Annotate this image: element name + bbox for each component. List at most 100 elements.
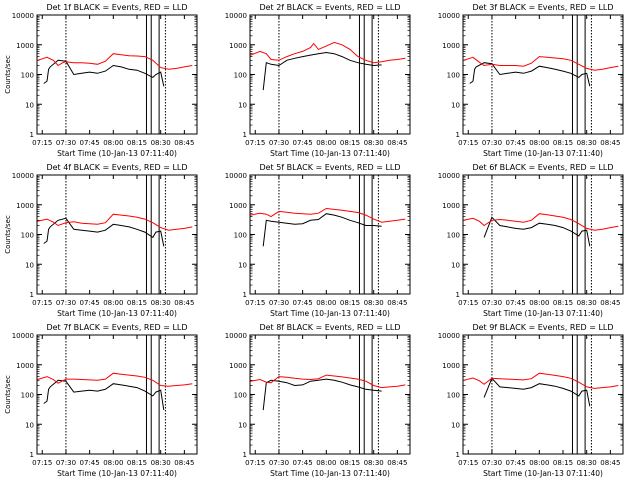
x-tick-label: 08:45 [387,459,407,467]
x-tick-label: 07:15 [245,139,265,147]
x-tick-label: 07:30 [482,299,502,307]
y-tick-label: 10000 [225,12,247,20]
x-tick-label: 08:00 [103,139,123,147]
y-tick-label: 100 [447,392,460,400]
x-tick-label: 07:30 [269,139,289,147]
x-axis-label: Start Time (10-Jan-13 07:11:40) [270,309,390,318]
x-tick-label: 08:45 [600,139,620,147]
y-tick-label: 100 [447,72,460,80]
plot-frame [462,14,624,135]
x-tick-label: 08:45 [387,139,407,147]
events-series-line [262,213,382,247]
x-tick-label: 07:15 [245,299,265,307]
y-tick-label: 1 [456,291,460,299]
x-tick-label: 07:15 [458,299,478,307]
y-tick-label: 10 [451,101,460,109]
lld-series-line [463,213,619,231]
lld-series-line [250,41,406,64]
x-axis-label: Start Time (10-Jan-13 07:11:40) [483,469,603,478]
y-tick-label: 1000 [229,42,247,50]
x-tick-label: 07:15 [245,459,265,467]
x-tick-label: 08:30 [577,459,597,467]
x-tick-label: 08:15 [340,299,360,307]
y-tick-label: 1 [456,131,460,139]
x-tick-label: 07:45 [293,139,313,147]
lld-series-line [463,372,619,389]
events-series-line [262,51,382,91]
y-tick-label: 1 [30,291,34,299]
x-tick-label: 08:15 [553,139,573,147]
panel-title: Det 7f BLACK = Events, RED = LLD [46,323,187,332]
events-series-line [43,217,165,247]
plot-frame [462,174,624,295]
lld-series-line [37,372,193,387]
y-axis-label: Counts/sec [4,215,12,254]
x-tick-label: 08:30 [577,139,597,147]
panel-title: Det 4f BLACK = Events, RED = LLD [46,163,187,172]
y-tick-label: 1000 [16,362,34,370]
x-tick-label: 08:00 [103,459,123,467]
panel-title: Det 6f BLACK = Events, RED = LLD [472,163,613,172]
y-tick-label: 1000 [229,202,247,210]
events-series-line [483,377,591,407]
y-tick-label: 10000 [12,332,34,340]
x-tick-label: 07:30 [56,139,76,147]
panel-9: Det 9f BLACK = Events, RED = LLD Start Ti… [438,323,624,478]
y-tick-label: 10 [238,421,247,429]
y-tick-label: 10000 [438,172,460,180]
x-tick-label: 08:15 [340,459,360,467]
x-axis-label: Start Time (10-Jan-13 07:11:40) [270,469,390,478]
x-axis-label: Start Time (10-Jan-13 07:11:40) [57,149,177,158]
y-tick-label: 1000 [442,362,460,370]
y-axis-label: Counts/sec [4,55,12,94]
y-tick-label: 1000 [16,202,34,210]
events-series-line [43,59,165,87]
x-tick-label: 08:30 [364,299,384,307]
x-tick-label: 08:45 [174,139,194,147]
lld-series-line [37,213,193,231]
y-tick-label: 10 [25,101,34,109]
x-tick-label: 07:30 [56,459,76,467]
x-axis-label: Start Time (10-Jan-13 07:11:40) [270,149,390,158]
x-tick-label: 07:45 [80,139,100,147]
x-tick-label: 08:30 [577,299,597,307]
y-tick-label: 1 [243,291,247,299]
x-tick-label: 08:45 [600,459,620,467]
x-tick-label: 08:00 [103,299,123,307]
panel-title: Det 3f BLACK = Events, RED = LLD [472,3,613,12]
y-tick-label: 10000 [438,332,460,340]
y-tick-label: 10 [238,101,247,109]
x-tick-label: 08:15 [127,139,147,147]
x-tick-label: 08:00 [529,459,549,467]
x-tick-label: 08:15 [127,299,147,307]
panel-7: Det 7f BLACK = Events, RED = LLD Start Ti… [4,323,198,478]
events-series-line [43,379,165,411]
x-axis-label: Start Time (10-Jan-13 07:11:40) [57,309,177,318]
y-tick-label: 10 [451,261,460,269]
x-tick-label: 08:30 [364,139,384,147]
panel-title: Det 9f BLACK = Events, RED = LLD [472,323,613,332]
x-tick-label: 07:45 [80,299,100,307]
lld-series-line [250,207,406,223]
x-tick-label: 08:00 [316,299,336,307]
x-tick-label: 08:15 [340,139,360,147]
y-axis-label: Counts/sec [4,375,12,414]
panel-title: Det 1f BLACK = Events, RED = LLD [46,3,187,12]
y-tick-label: 100 [234,232,247,240]
y-tick-label: 10000 [438,12,460,20]
y-tick-label: 1 [456,451,460,459]
x-tick-label: 08:15 [127,459,147,467]
panel-2: Det 2f BLACK = Events, RED = LLD Start Ti… [225,3,411,158]
events-series-line [262,378,382,411]
x-tick-label: 08:45 [174,299,194,307]
x-tick-label: 07:30 [482,459,502,467]
x-tick-label: 08:30 [364,459,384,467]
plot-frame [249,334,411,455]
x-tick-label: 08:30 [151,139,171,147]
y-tick-label: 1000 [442,202,460,210]
x-tick-label: 08:00 [316,459,336,467]
y-tick-label: 100 [234,72,247,80]
y-tick-label: 10000 [12,172,34,180]
events-series-line [483,216,591,247]
